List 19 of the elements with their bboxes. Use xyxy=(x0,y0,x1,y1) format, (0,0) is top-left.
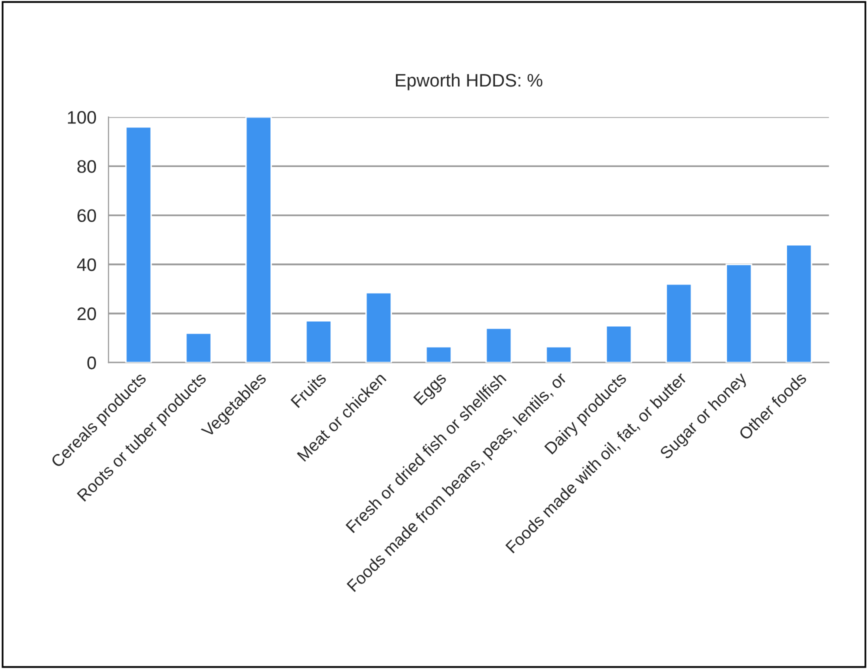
bar xyxy=(485,328,512,363)
y-tick-label: 100 xyxy=(68,111,96,124)
bar xyxy=(245,117,272,363)
bar xyxy=(185,332,212,363)
bar xyxy=(606,325,632,363)
bar xyxy=(365,292,392,363)
bar xyxy=(726,264,752,363)
bar xyxy=(666,283,692,363)
bar xyxy=(425,346,452,363)
chart-title: Epworth HDDS: % xyxy=(396,73,542,90)
y-tick-label: 60 xyxy=(78,209,96,222)
bar xyxy=(125,126,152,363)
bar xyxy=(545,346,572,363)
bar xyxy=(786,244,812,363)
y-tick-label: 40 xyxy=(77,258,96,272)
bar xyxy=(305,320,332,363)
y-tick-label: 20 xyxy=(78,307,96,320)
y-tick-label: 80 xyxy=(77,160,96,173)
y-tick-label: 0 xyxy=(87,356,96,370)
